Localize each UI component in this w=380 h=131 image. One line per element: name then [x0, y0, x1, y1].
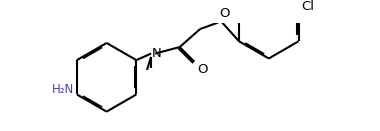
Text: M: M [151, 69, 152, 70]
Text: N: N [152, 47, 162, 60]
Text: O: O [197, 63, 207, 76]
Text: Cl: Cl [301, 1, 314, 13]
Text: H₂N: H₂N [52, 83, 74, 96]
Text: O: O [219, 7, 230, 20]
